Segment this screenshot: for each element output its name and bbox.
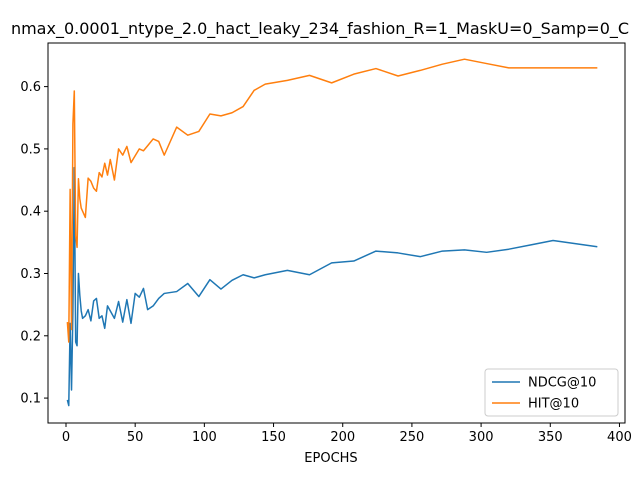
x-axis-label: EPOCHS xyxy=(304,451,357,466)
series-line-2 xyxy=(66,58,598,343)
y-tick-label: 0.1 xyxy=(20,392,41,407)
y-tick-label: 0.5 xyxy=(20,142,41,157)
x-tick-label: 400 xyxy=(607,430,632,445)
x-tick-label: 200 xyxy=(330,430,355,445)
legend-box xyxy=(484,368,619,417)
series-line-1 xyxy=(66,166,598,407)
y-tick-label: 0.3 xyxy=(20,267,41,282)
x-tick-label: 300 xyxy=(469,430,494,445)
y-axis: 0.1 0.2 0.3 0.4 0.5 0.6 xyxy=(20,80,48,407)
x-tick-label: 100 xyxy=(192,430,217,445)
x-axis: 0 50 100 150 200 250 300 350 400 xyxy=(62,423,632,445)
legend-label-2: HIT@10 xyxy=(528,397,579,412)
x-tick-label: 50 xyxy=(127,430,144,445)
legend-label-1: NDCG@10 xyxy=(528,376,596,391)
y-tick-label: 0.6 xyxy=(20,80,41,95)
plot-series xyxy=(66,58,598,407)
x-tick-label: 250 xyxy=(399,430,424,445)
y-tick-label: 0.2 xyxy=(20,329,41,344)
plot-frame xyxy=(47,42,626,424)
y-tick-label: 0.4 xyxy=(20,205,41,220)
legend: NDCG@10 HIT@10 xyxy=(484,368,619,417)
chart-title: nmax_0.0001_ntype_2.0_hact_leaky_234_fas… xyxy=(11,19,629,39)
x-tick-label: 350 xyxy=(538,430,563,445)
x-tick-label: 0 xyxy=(62,430,70,445)
x-tick-label: 150 xyxy=(261,430,286,445)
